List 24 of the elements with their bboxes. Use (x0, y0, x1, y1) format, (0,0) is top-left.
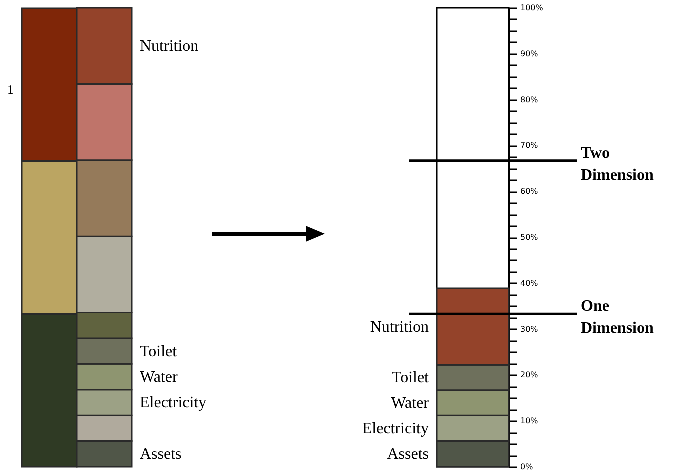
series-label: Nutrition (370, 318, 429, 336)
y-tick-label: 30% (520, 324, 539, 334)
series-label: Toilet (392, 370, 430, 387)
y-tick-label: 60% (520, 187, 539, 196)
y-tick-label: 100% (520, 4, 544, 12)
y-tick-label: 10% (520, 416, 539, 426)
ref-line-label: Two Dimension (581, 144, 654, 184)
y-tick-label: 90% (520, 49, 539, 58)
y-tick-label: 80% (520, 95, 539, 104)
y-tick-label: 50% (520, 233, 539, 242)
series-label: Electricity (362, 420, 429, 438)
ref-line-label: One Dimension (581, 298, 654, 338)
series-label: Water (140, 369, 178, 386)
series-label: Electricity (140, 394, 207, 412)
series-label: Toilet (140, 343, 178, 360)
series-label: Water (391, 394, 430, 412)
y-tick-label: 70% (520, 141, 539, 150)
y-tick-label: 0% (520, 462, 534, 472)
text: 1 (8, 82, 14, 97)
series-label: Assets (140, 446, 182, 464)
y-tick-label: 40% (520, 278, 539, 288)
series-label: Assets (387, 446, 429, 464)
series-label: Nutrition (140, 38, 199, 56)
y-tick-label: 20% (520, 370, 539, 380)
